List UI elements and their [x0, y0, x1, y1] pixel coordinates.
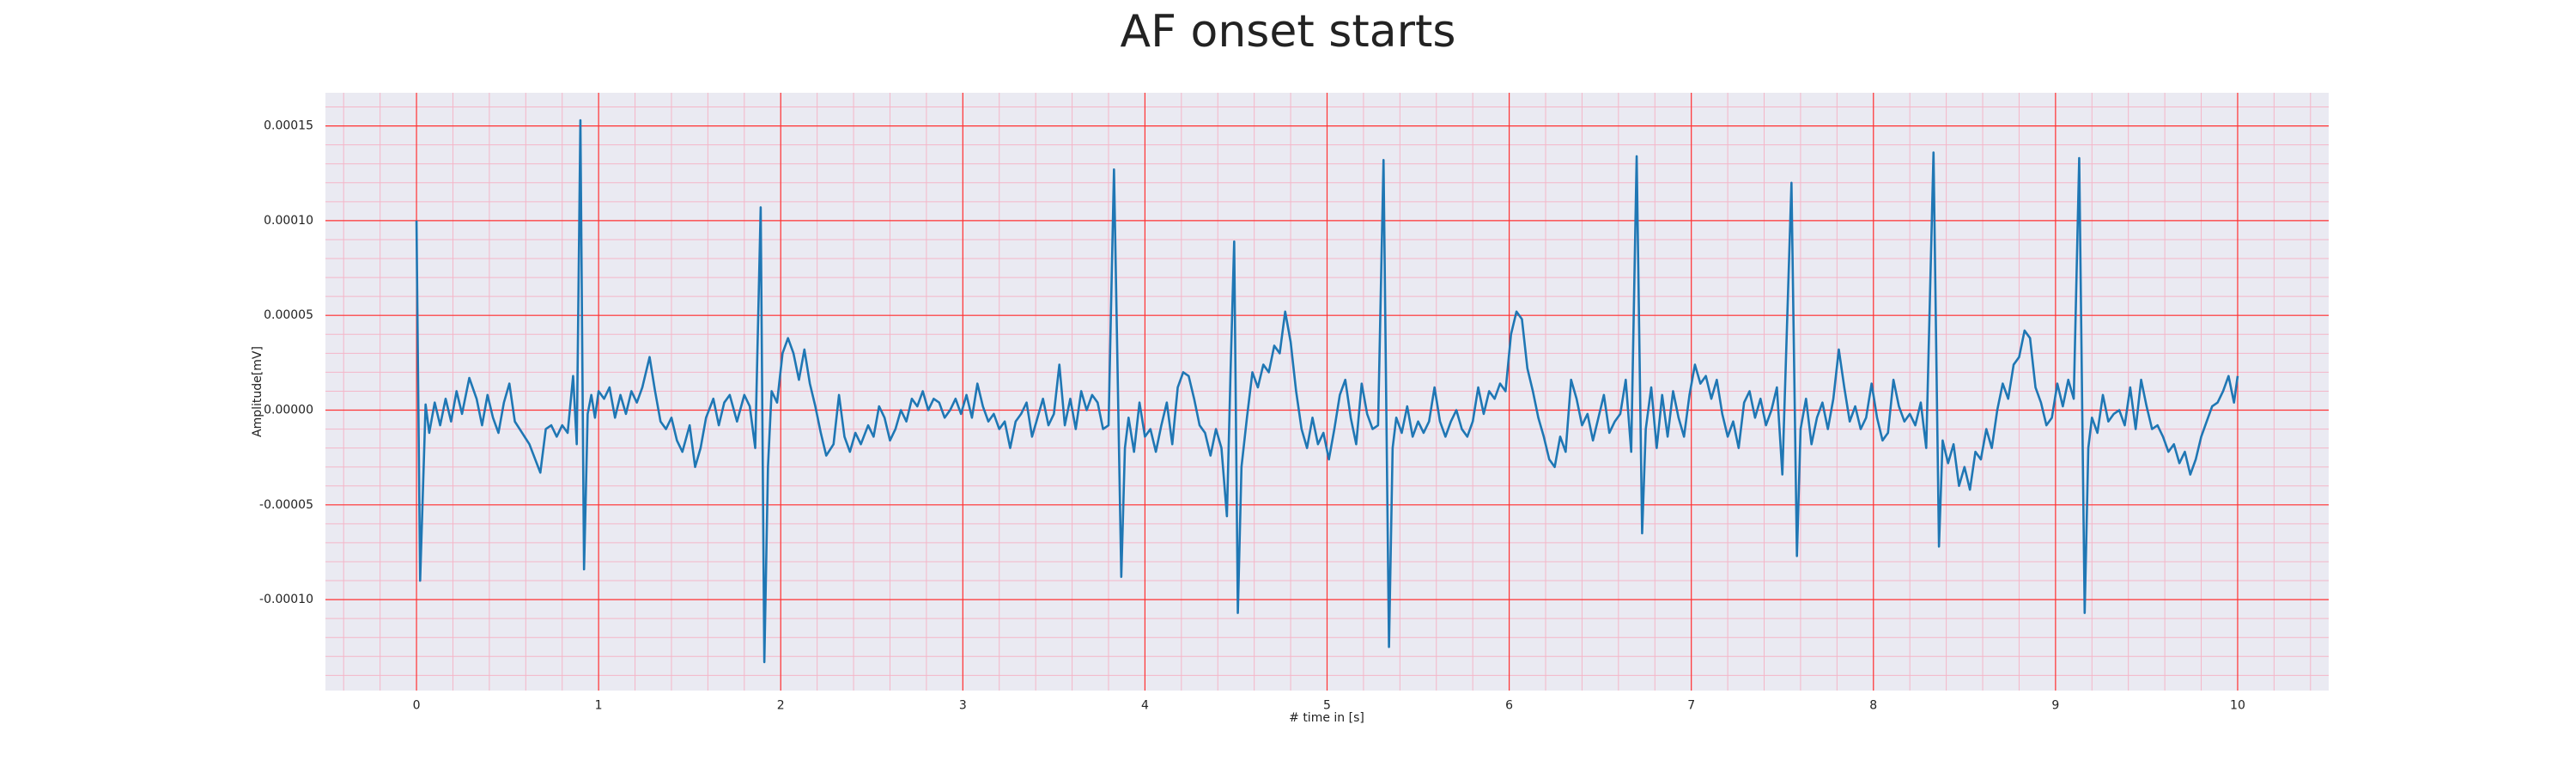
- x-tick-label: 1: [595, 699, 603, 713]
- y-tick-label: -0.00005: [259, 498, 313, 512]
- x-tick-label: 4: [1141, 699, 1149, 713]
- ticks: 0 1 2 3 4 5 6 7 8 9 10 -0.00010 -0.00005 0.00000 0.000…: [259, 119, 2245, 713]
- x-tick-label: 2: [777, 699, 785, 713]
- grid: [325, 93, 2329, 691]
- x-tick-label: 9: [2051, 699, 2059, 713]
- y-axis-label: Amplitude[mV]: [251, 346, 264, 437]
- x-tick-label: 5: [1323, 699, 1331, 713]
- y-tick-label: 0.00010: [264, 214, 313, 228]
- y-tick-label: 0.00005: [264, 308, 313, 322]
- x-axis-label: # time in [s]: [1289, 711, 1364, 725]
- data-line: [415, 119, 2239, 664]
- x-tick-label: 6: [1505, 699, 1513, 713]
- x-tick-label: 3: [959, 699, 967, 713]
- x-tick-label: 8: [1869, 699, 1877, 713]
- y-tick-label: 0.00000: [264, 404, 313, 417]
- y-tick-label: -0.00010: [259, 593, 313, 606]
- x-tick-label: 7: [1687, 699, 1695, 713]
- chart-title: AF onset starts: [1121, 6, 1456, 58]
- y-tick-label: 0.00015: [264, 119, 313, 133]
- x-tick-label: 0: [413, 699, 421, 713]
- plot-area: [415, 119, 2239, 664]
- x-tick-label: 10: [2230, 699, 2245, 713]
